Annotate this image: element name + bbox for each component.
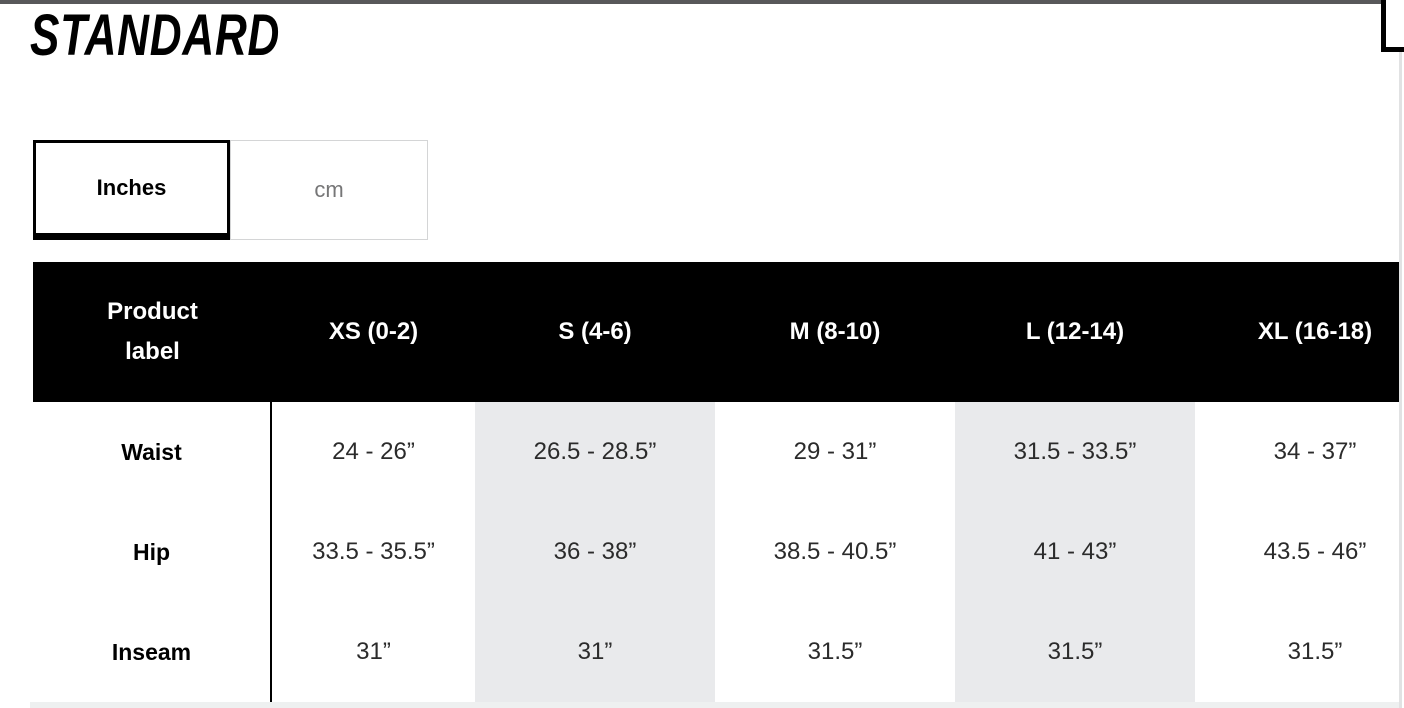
row-label-waist: Waist (33, 402, 272, 502)
waist-xs-value: 24 - 26” (272, 402, 475, 502)
column-header-xl: XL (16-18) (1195, 262, 1399, 402)
column-header-l: L (12-14) (955, 262, 1195, 402)
top-divider-bar (0, 0, 1381, 4)
column-header-product-label: Product label (33, 262, 272, 402)
size-chart-table: Product label XS (0-2) S (4-6) M (8-10) … (33, 262, 1399, 702)
close-button[interactable] (1381, 0, 1404, 52)
waist-xl-value: 34 - 37” (1195, 402, 1399, 502)
header-row: Product label XS (0-2) S (4-6) M (8-10) … (33, 262, 1399, 402)
scrollbar[interactable] (1399, 52, 1402, 708)
hip-l-value: 41 - 43” (955, 502, 1195, 602)
hip-xs-value: 33.5 - 35.5” (272, 502, 475, 602)
inseam-xl-value: 31.5” (1195, 602, 1399, 702)
bottom-strip (30, 702, 1399, 708)
waist-s-value: 26.5 - 28.5” (475, 402, 715, 502)
row-label-inseam: Inseam (33, 602, 272, 702)
column-header-m: M (8-10) (715, 262, 955, 402)
tab-inches[interactable]: Inches (33, 140, 230, 240)
waist-m-value: 29 - 31” (715, 402, 955, 502)
column-header-xs: XS (0-2) (272, 262, 475, 402)
inseam-m-value: 31.5” (715, 602, 955, 702)
waist-l-value: 31.5 - 33.5” (955, 402, 1195, 502)
column-header-s: S (4-6) (475, 262, 715, 402)
tab-cm-label: cm (314, 177, 344, 202)
table-row-waist: Waist 24 - 26” 26.5 - 28.5” 29 - 31” 31.… (33, 402, 1399, 502)
inseam-l-value: 31.5” (955, 602, 1195, 702)
tab-inches-label: Inches (96, 175, 167, 200)
table-row-hip: Hip 33.5 - 35.5” 36 - 38” 38.5 - 40.5” 4… (33, 502, 1399, 602)
inseam-xs-value: 31” (272, 602, 475, 702)
tab-cm[interactable]: cm (230, 140, 428, 240)
hip-m-value: 38.5 - 40.5” (715, 502, 955, 602)
hip-xl-value: 43.5 - 46” (1195, 502, 1399, 602)
unit-toggle: Inches cm (33, 140, 428, 240)
row-label-hip: Hip (33, 502, 272, 602)
inseam-s-value: 31” (475, 602, 715, 702)
table-row-inseam: Inseam 31” 31” 31.5” 31.5” 31.5” (33, 602, 1399, 702)
page-title: STANDARD (30, 3, 281, 68)
hip-s-value: 36 - 38” (475, 502, 715, 602)
